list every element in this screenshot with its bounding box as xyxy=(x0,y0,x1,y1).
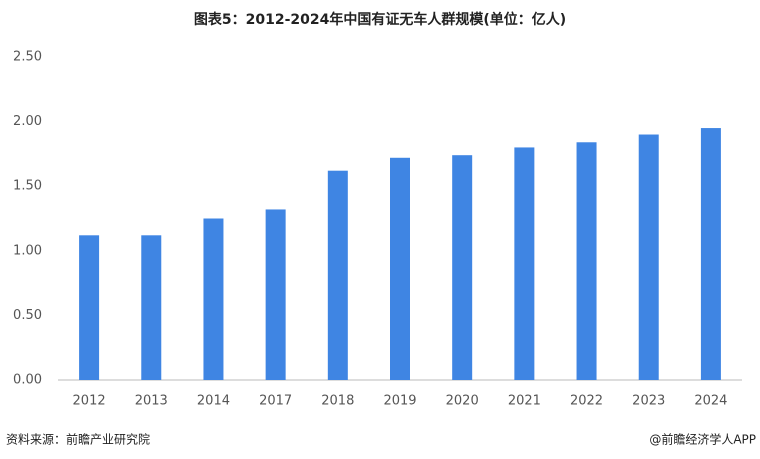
y-tick-label: 0.00 xyxy=(13,373,42,388)
x-tick-label: 2020 xyxy=(446,394,479,409)
bar xyxy=(452,155,473,380)
bar xyxy=(390,157,410,380)
x-tick-label: 2014 xyxy=(197,394,230,409)
bar xyxy=(514,147,535,380)
y-tick-label: 2.50 xyxy=(13,50,42,65)
x-tick-label: 2012 xyxy=(73,394,106,409)
bar xyxy=(265,209,286,380)
x-tick-label: 2021 xyxy=(508,394,541,409)
x-tick-label: 2013 xyxy=(135,394,168,409)
bar xyxy=(576,142,597,380)
x-tick-label: 2018 xyxy=(321,394,354,409)
credit-note: @前瞻经济学人APP xyxy=(649,432,756,447)
x-tick-label: 2017 xyxy=(259,394,292,409)
source-note: 资料来源：前瞻产业研究院 xyxy=(6,432,150,447)
y-tick-label: 1.50 xyxy=(13,179,42,194)
y-tick-label: 0.50 xyxy=(13,308,42,323)
bar xyxy=(638,134,659,380)
bar xyxy=(700,128,721,380)
x-tick-label: 2019 xyxy=(383,394,416,409)
bar xyxy=(141,235,162,380)
y-tick-label: 2.00 xyxy=(13,114,42,129)
bar xyxy=(203,218,224,380)
x-tick-label: 2022 xyxy=(570,394,603,409)
bar xyxy=(79,235,100,380)
bar xyxy=(327,170,348,380)
y-tick-label: 1.00 xyxy=(13,243,42,258)
chart-title: 图表5：2012-2024年中国有证无车人群规模(单位：亿人) xyxy=(194,11,566,28)
x-tick-label: 2024 xyxy=(694,394,727,409)
x-tick-label: 2023 xyxy=(632,394,665,409)
